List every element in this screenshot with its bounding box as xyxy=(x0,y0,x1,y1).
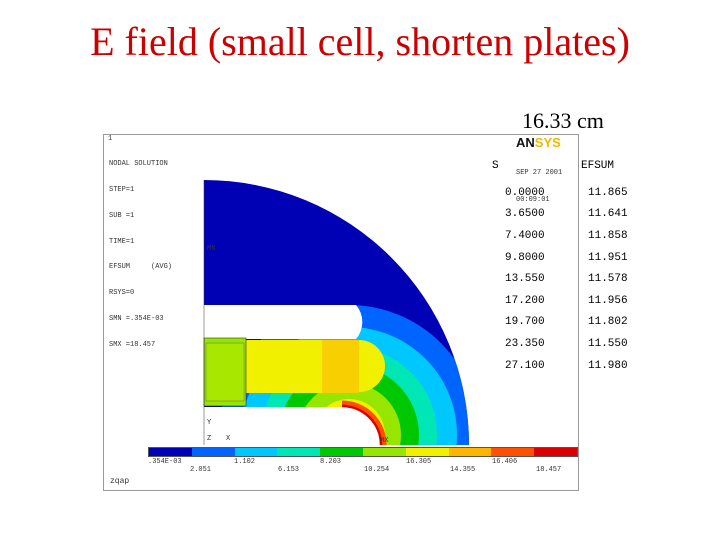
info-line: SUB =1 xyxy=(109,211,135,220)
axis-x-label: X xyxy=(226,435,231,443)
legend-label: 6.153 xyxy=(278,466,300,474)
gap-edge-band xyxy=(322,340,359,393)
table-row: 0.0000 11.865 xyxy=(505,182,628,204)
lower-cutout xyxy=(204,407,380,445)
legend-label: 10.254 xyxy=(364,466,390,474)
table-row: 9.8000 11.951 xyxy=(505,247,628,269)
contour-geometry xyxy=(203,180,469,446)
table-row: 27.100 11.980 xyxy=(505,355,628,377)
hot-edge xyxy=(341,400,387,446)
mn-marker: MN xyxy=(207,245,216,253)
color-bar-segment xyxy=(234,448,278,456)
table-row: 13.550 11.578 xyxy=(505,268,628,290)
cell-efsum: 11.865 xyxy=(588,186,628,199)
info-line: SMN =.354E-03 xyxy=(109,314,164,323)
logo-sys: SYS xyxy=(534,135,561,150)
frame-number: 1 xyxy=(108,135,113,143)
plot-date: SEP 27 2001 xyxy=(516,169,563,177)
table-header-efsum: EFSUM xyxy=(581,160,615,172)
color-bar-segment xyxy=(277,448,321,456)
info-line: STEP=1 xyxy=(109,185,135,194)
legend-label: 14.355 xyxy=(450,466,476,474)
color-bar-segment xyxy=(448,448,492,456)
info-line: NODAL SOLUTION xyxy=(109,160,168,169)
color-bar-segment xyxy=(534,448,577,456)
color-bar xyxy=(148,447,578,457)
plot-name: zqap xyxy=(110,477,130,486)
ansys-plot-window: 1 NODAL SOLUTION STEP=1 SUB =1 TIME=1 EF… xyxy=(103,134,579,491)
cell-efsum: 11.578 xyxy=(588,273,628,286)
cell-efsum: 11.802 xyxy=(588,316,628,329)
cell-s: 23.350 xyxy=(505,337,545,350)
legend-label: 8.203 xyxy=(320,458,342,466)
cell-s: 27.100 xyxy=(505,359,545,372)
upper-cutout xyxy=(204,305,363,339)
color-bar-segment xyxy=(405,448,449,456)
plot-timestamp: SEP 27 2001 00:09:01 xyxy=(516,151,562,223)
cell-efsum: 11.980 xyxy=(588,359,628,372)
axis-z-label: Z xyxy=(207,435,212,443)
axis-y-label: Y xyxy=(207,419,212,427)
slide-title: E field (small cell, shorten plates) xyxy=(90,19,630,64)
cell-s: 13.550 xyxy=(505,273,545,286)
legend-label: 16.305 xyxy=(406,458,432,466)
info-line: SMX =18.457 xyxy=(109,340,156,349)
cell-s: 3.6500 xyxy=(505,208,545,221)
cell-s: 9.8000 xyxy=(505,251,545,264)
table-row: 19.700 11.802 xyxy=(505,312,628,334)
cell-s: 17.200 xyxy=(505,294,545,307)
contour-legend: .354E-03 2.051 1.102 6.153 8.203 10.254 … xyxy=(148,447,578,477)
ansys-logo: ANSYS xyxy=(516,135,561,150)
color-bar-segment xyxy=(149,448,192,456)
dimension-label: 16.33 cm xyxy=(522,108,604,133)
color-bar-segment xyxy=(362,448,406,456)
color-bar-segment xyxy=(491,448,535,456)
cell-efsum: 11.858 xyxy=(588,229,628,242)
legend-label: 18.457 xyxy=(536,466,562,474)
legend-label: 1.102 xyxy=(234,458,256,466)
max-edge xyxy=(341,404,383,446)
legend-label: 2.051 xyxy=(190,466,212,474)
table-row: 7.4000 11.858 xyxy=(505,225,628,247)
table-row: 23.350 11.550 xyxy=(505,333,628,355)
cell-s: 19.700 xyxy=(505,316,545,329)
color-bar-segment xyxy=(191,448,235,456)
color-bar-segment xyxy=(320,448,363,456)
mx-marker: MX xyxy=(380,437,389,445)
plot-time: 00:09:01 xyxy=(516,196,550,204)
table-row: 3.6500 11.641 xyxy=(505,204,628,226)
legend-labels: .354E-03 2.051 1.102 6.153 8.203 10.254 … xyxy=(148,457,578,477)
solution-info: NODAL SOLUTION STEP=1 SUB =1 TIME=1 EFSU… xyxy=(109,143,172,366)
path-data-table: 0.0000 11.865 3.6500 11.641 7.4000 11.858 9.80… xyxy=(505,182,628,376)
plate-inner xyxy=(205,342,245,402)
legend-label: .354E-03 xyxy=(148,458,182,466)
info-line: EFSUM (AVG) xyxy=(109,263,173,272)
table-row: 17.200 11.956 xyxy=(505,290,628,312)
cell-efsum: 11.956 xyxy=(588,294,628,307)
info-line: RSYS=0 xyxy=(109,289,135,298)
cell-efsum: 11.951 xyxy=(588,251,628,264)
cell-efsum: 11.641 xyxy=(588,208,628,221)
cell-s: 0.0000 xyxy=(505,186,545,199)
info-line: TIME=1 xyxy=(109,237,135,246)
legend-label: 16.406 xyxy=(492,458,518,466)
table-header-s: S xyxy=(492,160,499,172)
logo-an: AN xyxy=(516,135,535,150)
cell-efsum: 11.550 xyxy=(588,337,628,350)
cell-s: 7.4000 xyxy=(505,229,545,242)
